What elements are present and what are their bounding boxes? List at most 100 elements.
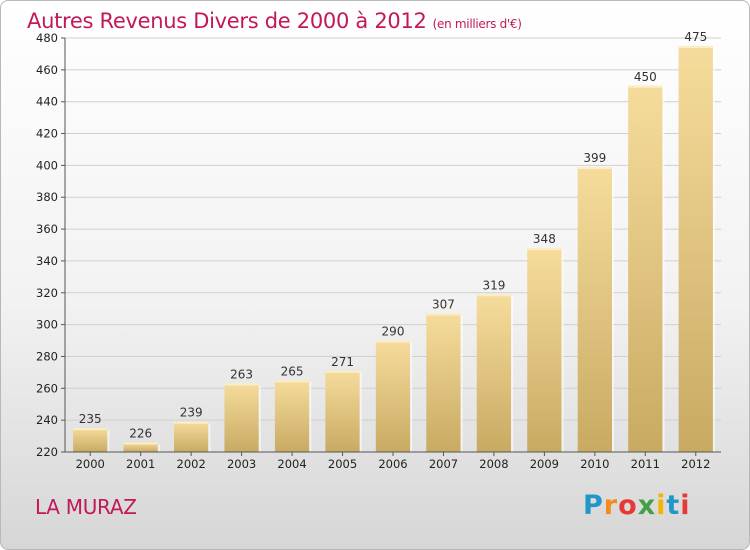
bar — [274, 380, 310, 452]
bar-top-highlight — [73, 428, 108, 431]
bar-edge — [662, 87, 665, 453]
bar-group — [628, 85, 665, 453]
x-tick-label: 2003 — [227, 457, 256, 471]
bar-value-label: 475 — [684, 30, 707, 44]
x-tick-label: 2012 — [681, 457, 710, 471]
bar-value-label: 348 — [533, 232, 556, 246]
bar-group — [426, 313, 463, 452]
x-tick-label: 2006 — [378, 457, 407, 471]
bar-group — [173, 421, 211, 452]
bar — [577, 166, 613, 452]
bar-edge — [359, 372, 362, 452]
bar-value-label: 271 — [331, 355, 354, 369]
bar — [325, 370, 360, 452]
x-tick-label: 2008 — [479, 457, 508, 471]
bar-value-label: 263 — [230, 368, 253, 382]
bar-value-label: 399 — [583, 151, 606, 165]
bar-edge — [561, 250, 564, 452]
logo-letter: i — [656, 490, 667, 521]
x-tick-label: 2007 — [429, 457, 458, 471]
bar-edge — [460, 315, 463, 452]
logo-letter: o — [618, 490, 638, 521]
logo-letter: t — [666, 490, 681, 521]
x-tick-label: 2010 — [580, 457, 609, 471]
x-tick-label: 2009 — [530, 457, 559, 471]
x-tick-label: 2005 — [328, 457, 357, 471]
bar-edge — [208, 423, 211, 452]
bar — [527, 248, 562, 452]
bar-value-label: 319 — [482, 278, 505, 292]
bar-top-highlight — [678, 45, 713, 48]
bar-edge — [410, 342, 413, 452]
x-tick-label: 2001 — [126, 457, 155, 471]
bar-value-label: 226 — [129, 426, 152, 440]
bar-group — [123, 442, 160, 452]
x-tick-label: 2002 — [177, 457, 206, 471]
bar-value-label: 265 — [281, 364, 304, 378]
y-tick-label: 260 — [36, 381, 58, 395]
bar-top-highlight — [173, 421, 209, 424]
bar — [628, 85, 663, 453]
y-tick-label: 240 — [36, 413, 58, 427]
y-tick-label: 280 — [36, 349, 58, 363]
bar-top-highlight — [325, 370, 360, 373]
bar-group — [274, 380, 312, 452]
proxiti-logo: Proxiti — [583, 490, 691, 521]
chart-title-text: Autres Revenus Divers de 2000 à 2012 — [27, 9, 427, 33]
bar-top-highlight — [426, 313, 461, 316]
x-tick-label: 2004 — [277, 457, 306, 471]
bar-value-label: 235 — [79, 412, 102, 426]
y-tick-label: 300 — [36, 318, 58, 332]
logo-letter: r — [603, 490, 619, 521]
y-axis: 220 240 260 280 300 320 340 360 380 400 420 440 460 4… — [36, 31, 66, 459]
bar-edge — [309, 382, 312, 452]
y-tick-label: 400 — [36, 158, 58, 172]
bar-value-label: 307 — [432, 297, 455, 311]
y-tick-label: 340 — [36, 254, 58, 268]
bar-top-highlight — [476, 294, 512, 297]
bar — [123, 442, 158, 452]
bar-value-label: 239 — [180, 406, 203, 420]
bar-top-highlight — [577, 166, 613, 169]
x-tick-label: 2011 — [631, 457, 660, 471]
bar — [224, 383, 259, 452]
bar-edge — [258, 385, 261, 452]
logo-letter: i — [680, 490, 691, 521]
bar — [173, 421, 209, 452]
bar — [73, 428, 108, 452]
bar-group — [678, 45, 715, 452]
bar-group — [73, 428, 110, 452]
location-label: LA MURAZ — [35, 495, 137, 519]
bar-value-label: 450 — [634, 70, 657, 84]
bar-top-highlight — [224, 383, 259, 386]
logo-letter: P — [583, 490, 604, 521]
logo-letter: x — [637, 490, 657, 521]
bar — [426, 313, 461, 452]
bar-group — [577, 166, 615, 452]
y-tick-label: 440 — [36, 95, 58, 109]
y-tick-label: 460 — [36, 63, 58, 77]
bar-group — [224, 383, 261, 452]
bar-group — [375, 340, 413, 452]
y-tick-label: 480 — [36, 31, 58, 45]
x-axis: 2000 2001 2002 2003 2004 2005 2006 2007 2008 2009… — [65, 451, 721, 471]
bar — [678, 45, 713, 452]
y-tick-label: 380 — [36, 190, 58, 204]
y-tick-label: 220 — [36, 445, 58, 459]
bar-top-highlight — [123, 442, 158, 445]
bar — [476, 294, 512, 452]
bar-edge — [157, 444, 160, 452]
chart-title: Autres Revenus Divers de 2000 à 2012 (en … — [27, 9, 522, 33]
bar-edge — [107, 430, 110, 452]
bar-top-highlight — [375, 340, 411, 343]
bar — [375, 340, 411, 452]
bar-top-highlight — [628, 85, 663, 88]
x-tick-label: 2000 — [76, 457, 105, 471]
bar-edge — [712, 47, 715, 452]
y-tick-label: 360 — [36, 222, 58, 236]
y-tick-label: 420 — [36, 127, 58, 141]
bar-top-highlight — [527, 248, 562, 251]
bar-group — [476, 294, 514, 452]
